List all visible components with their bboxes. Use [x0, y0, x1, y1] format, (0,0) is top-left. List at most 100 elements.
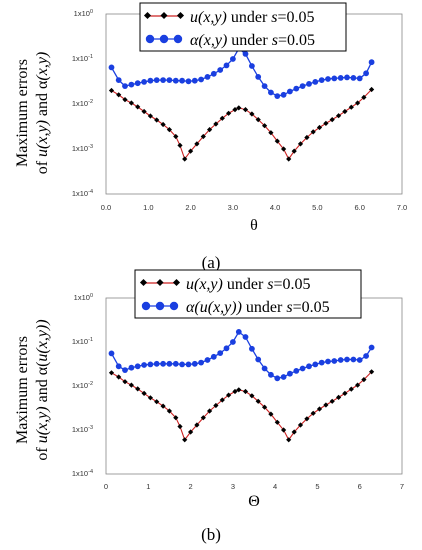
panel-a-data-point-u: [188, 148, 194, 154]
panel-b-data-point-alpha: [223, 345, 230, 352]
panel-b-ytick-label: 1x10-2: [72, 381, 93, 390]
panel-a-legend-label-u: u(x,y) under s=0.05: [190, 9, 315, 26]
panel-a-data-point-u: [310, 129, 316, 135]
panel-a-legend-box: [139, 2, 347, 52]
panel-b-xtick-label: 5: [315, 482, 319, 491]
panel-b-data-point-alpha: [153, 360, 160, 367]
panel-b-data-point-alpha: [255, 356, 262, 363]
panel-a-ytick-label: 1x10-2: [72, 99, 93, 108]
panel-b-xtick-label: 1: [146, 482, 150, 491]
panel-b-data-point-u: [297, 422, 304, 428]
panel-b-label: (b): [201, 525, 221, 544]
panel-b-ytick-label: 1x10-1: [72, 337, 93, 346]
panel-a-data-point-alpha: [350, 75, 357, 81]
panel-b-data-point-alpha: [230, 339, 236, 345]
panel-b-xtick-label: 0: [104, 482, 108, 491]
panel-a-plot-area: 1x10-4 1x10-3 1x10-2 1x10-1 1x100 0.0 1.…: [72, 9, 407, 212]
panel-b-data-point-u: [213, 402, 219, 409]
panel-b-data-point-alpha: [198, 359, 205, 366]
panel-b-data-point-alpha: [318, 359, 325, 366]
panel-b-data-point-alpha: [331, 358, 338, 364]
panel-b-data-point-alpha: [274, 375, 281, 382]
panel-b-data-point-alpha: [115, 363, 122, 370]
panel-a-data-point-alpha: [217, 67, 224, 73]
panel-b-series-line-alpha: [110, 330, 373, 379]
panel-a-data-point-alpha: [268, 89, 274, 96]
panel-b-data-point-u: [166, 408, 172, 414]
panel-a-data-point-u: [329, 117, 335, 123]
panel-a-data-point-alpha: [312, 79, 319, 85]
panel-b-data-point-u: [236, 387, 242, 393]
panel-a-data-point-alpha: [141, 79, 148, 85]
panel-a-legend: u(x,y) under s=0.05 α(x,y) under s=0.05: [139, 2, 347, 52]
panel-a-data-point-alpha: [153, 77, 160, 83]
panel-b-xtick-label: 4: [273, 482, 277, 491]
panel-a-y-ticks: 1x10-4 1x10-3 1x10-2 1x10-1 1x100: [72, 9, 93, 198]
panel-b-data-point-u: [200, 415, 206, 421]
panel-a-data-point-u: [194, 141, 200, 147]
panel-b-data-point-u: [262, 404, 268, 410]
panel-a-data-point-u: [336, 113, 342, 119]
panel-a-data-point-alpha: [172, 77, 179, 84]
panel-a-data-point-u: [249, 111, 255, 117]
panel-b-legend-label-alpha: α(u(x,y)) under s=0.05: [186, 299, 330, 316]
panel-a-data-point-alpha: [337, 75, 344, 81]
panel-a-data-point-u: [268, 130, 274, 136]
panel-a-xtick-label: 1.0: [143, 203, 153, 212]
panel-a-data-point-u: [182, 156, 188, 162]
panel-b-data-point-u: [274, 419, 280, 425]
panel-a-data-point-alpha: [198, 76, 205, 83]
panel-b-data-point-u: [281, 427, 287, 433]
panel-a-data-point-alpha: [325, 76, 331, 82]
panel-a-data-point-u: [213, 121, 219, 127]
panel-a-label: (a): [202, 253, 221, 272]
panel-b-data-point-alpha: [204, 357, 211, 363]
panel-a-data-point-alpha: [255, 74, 262, 80]
panel-b-data-point-alpha: [191, 360, 198, 367]
panel-b-data-point-alpha: [356, 357, 363, 363]
panel-a-data-point-u: [128, 100, 134, 106]
panel-b-data-point-alpha: [325, 358, 331, 365]
panel-a-data-point-u: [291, 148, 297, 154]
panel-a-legend-entry-alpha: α(x,y) under s=0.05: [145, 32, 315, 49]
panel-a-data-point-alpha: [331, 75, 338, 82]
panel-b-data-point-u: [122, 379, 128, 385]
panel-b-data-point-alpha: [235, 329, 242, 335]
panel-a-data-point-alpha: [191, 77, 198, 84]
panel-a-series-line-u: [111, 89, 372, 161]
panel-a-ytick-label: 1x10-4: [72, 189, 93, 198]
panel-b-ytick-label: 1x100: [74, 293, 93, 302]
panel-b-data-point-u: [182, 437, 188, 443]
panel-b-data-point-u: [323, 402, 329, 408]
panel-a-ytick-label: 1x10-1: [72, 54, 93, 63]
panel-a-data-point-u: [108, 87, 115, 94]
panel-a-data-point-u: [173, 133, 179, 140]
panel-a-xtick-label: 6.0: [354, 203, 364, 212]
panel-a-data-point-u: [116, 92, 122, 98]
panel-b-data-point-alpha: [293, 368, 300, 374]
panel-b-data-point-u: [219, 397, 225, 403]
panel-b-data-point-u: [232, 388, 238, 395]
panel-a-data-point-u: [207, 127, 213, 133]
panel-b-legend-label-u: u(x,y) under s=0.05: [186, 276, 311, 293]
panel-b-y-axis-label: Maximum errors of u(x,y) and α(u(x,y)): [14, 319, 51, 460]
panel-a-data-point-alpha: [287, 88, 293, 95]
panel-b: 1x10-4 1x10-3 1x10-2 1x10-1 1x100 0 1 2 …: [14, 269, 404, 544]
panel-a-data-point-u: [369, 86, 375, 93]
panel-b-data-point-alpha: [128, 364, 135, 371]
panel-b-data-point-alpha: [160, 360, 167, 367]
panel-a-data-point-alpha: [344, 74, 350, 81]
panel-a-data-point-u: [226, 110, 232, 116]
panel-a-data-point-u: [147, 113, 153, 119]
panel-a-data-point-u: [200, 133, 206, 140]
panel-b-data-point-u: [342, 390, 348, 396]
panel-a-data-point-u: [316, 124, 323, 131]
panel-b-ytick-label: 1x10-3: [72, 425, 93, 434]
panel-b-data-point-u: [355, 382, 361, 388]
panel-a-data-point-alpha: [223, 62, 230, 69]
panel-a-data-point-u: [361, 94, 367, 100]
panel-a-ylabel-line1: Maximum errors: [14, 59, 31, 167]
panel-b-x-axis-label: Θ: [248, 493, 260, 510]
panel-a-data-point-u: [304, 134, 310, 141]
panel-a: 1x10-4 1x10-3 1x10-2 1x10-1 1x100 0.0 1.…: [14, 2, 407, 272]
